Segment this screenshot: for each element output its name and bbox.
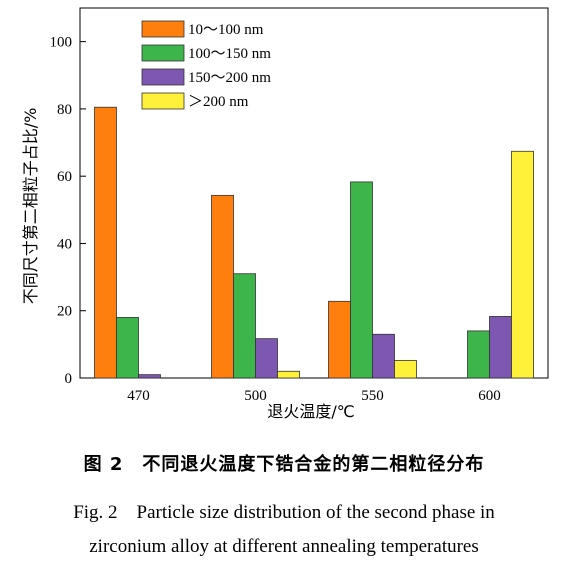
- bar: [467, 330, 490, 379]
- x-tick-label: 470: [127, 388, 150, 404]
- bar: [277, 370, 300, 379]
- bar: [328, 300, 351, 379]
- legend-label: 100～150 nm: [188, 46, 271, 62]
- x-tick-label: 550: [361, 388, 384, 404]
- x-tick-label: 600: [478, 388, 501, 404]
- bar: [511, 150, 534, 379]
- legend-label: 150～200 nm: [188, 70, 271, 86]
- y-tick-label: 100: [50, 35, 73, 51]
- bar: [255, 338, 278, 379]
- bar: [94, 106, 117, 379]
- legend-swatch: [141, 92, 185, 110]
- bar: [350, 181, 373, 379]
- bar: [116, 317, 139, 379]
- plot-frame: [79, 7, 549, 379]
- bar: [233, 273, 256, 379]
- figure-caption-chinese: 图 2 不同退火温度下锆合金的第二相粒径分布: [83, 454, 485, 475]
- y-tick-label: 20: [57, 304, 72, 320]
- y-tick-label: 80: [57, 102, 72, 118]
- legend-label: 10～100 nm: [188, 22, 264, 38]
- figure-caption-english-line2: zirconium alloy at different annealing t…: [89, 536, 479, 557]
- bar: [372, 333, 395, 379]
- bar-chart: 0 20 40 60 80 100 470 500 550 600 10～100 nm 100～1…: [21, 7, 549, 420]
- y-tick-label: 0: [65, 371, 73, 387]
- bar: [211, 194, 234, 379]
- legend-swatch: [141, 20, 185, 38]
- legend-swatch: [141, 44, 185, 62]
- bar: [138, 374, 161, 379]
- y-tick-label: 40: [57, 236, 72, 252]
- y-axis-label: 不同尺寸第二相粒子占比/%: [21, 108, 40, 305]
- bar: [394, 360, 417, 379]
- y-tick-label: 60: [57, 169, 72, 185]
- figure-caption-english-line1: Fig. 2 Particle size distribution of the…: [73, 502, 495, 523]
- legend-swatch: [141, 68, 185, 86]
- bar: [489, 316, 512, 379]
- x-axis-label: 退火温度/℃: [267, 402, 354, 420]
- x-tick-label: 500: [244, 388, 267, 404]
- legend-label: ＞200 nm: [188, 94, 249, 110]
